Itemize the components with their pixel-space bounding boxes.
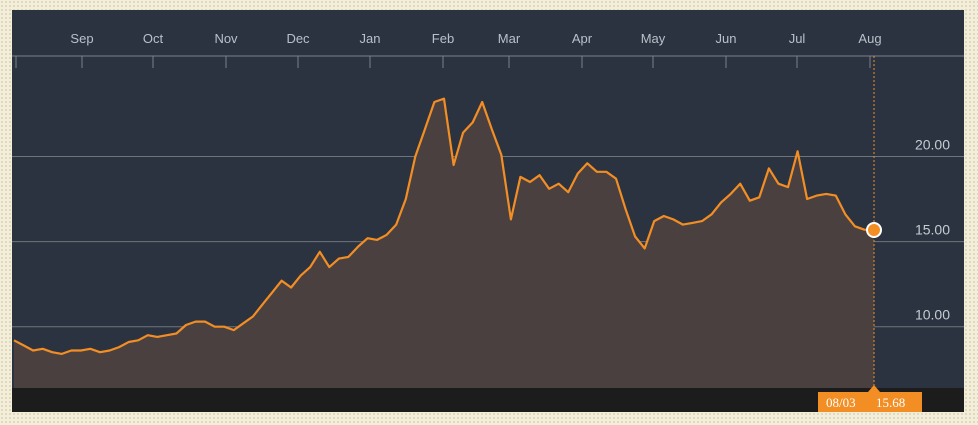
series-line xyxy=(13,97,875,355)
badge-pointer xyxy=(868,385,880,392)
month-label: Nov xyxy=(214,31,238,46)
y-axis: 10.00 15.00 20.00 xyxy=(915,136,950,322)
price-chart: Sep Oct Nov Dec Jan Feb Mar Apr May Jun Jul Aug 10.… xyxy=(12,31,964,412)
month-label: Mar xyxy=(498,31,521,46)
area-layer xyxy=(13,97,875,388)
current-value-badge: 08/03 15.68 xyxy=(818,385,922,412)
month-label: Jun xyxy=(716,31,737,46)
x-axis: Sep Oct Nov Dec Jan Feb Mar Apr May Jun Jul Aug xyxy=(12,31,964,68)
area-fill xyxy=(14,98,874,388)
month-label: Apr xyxy=(572,31,593,46)
month-label: Aug xyxy=(858,31,881,46)
month-label: Dec xyxy=(286,31,310,46)
month-label: Jan xyxy=(360,31,381,46)
month-label: Sep xyxy=(70,31,93,46)
month-label: Feb xyxy=(432,31,454,46)
badge-background xyxy=(818,392,922,412)
chart-panel: Sep Oct Nov Dec Jan Feb Mar Apr May Jun Jul Aug 10.… xyxy=(12,10,964,412)
month-label: Jul xyxy=(789,31,806,46)
badge-date: 08/03 xyxy=(826,395,856,410)
month-label: Oct xyxy=(143,31,164,46)
badge-value: 15.68 xyxy=(876,395,905,410)
month-label: May xyxy=(641,31,666,46)
current-value-marker[interactable] xyxy=(866,222,882,239)
y-tick-label: 20.00 xyxy=(915,136,950,152)
y-tick-label: 10.00 xyxy=(915,307,950,323)
bottom-time-bar xyxy=(12,388,964,412)
y-tick-label: 15.00 xyxy=(915,222,950,238)
